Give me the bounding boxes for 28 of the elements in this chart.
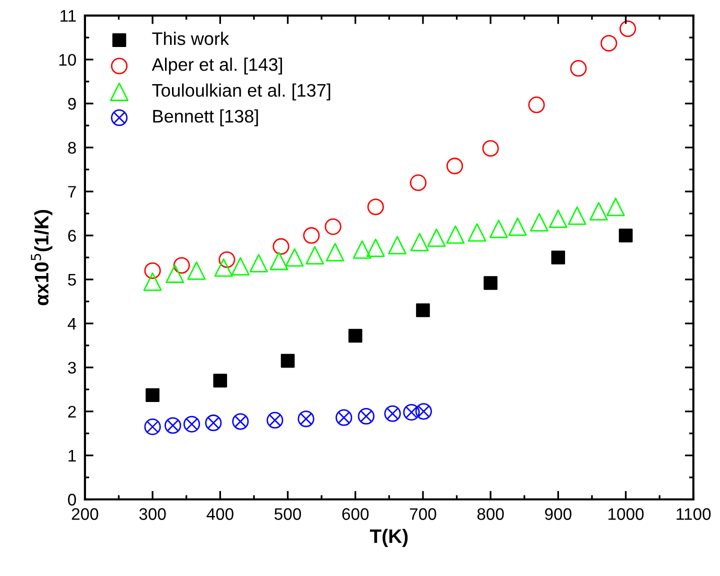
y-tick-label: 3 (68, 362, 76, 374)
x-tick-label: 800 (477, 508, 504, 520)
legend-label: Alper et al. [143] (152, 58, 282, 74)
x-tick-label: 700 (410, 508, 436, 520)
y-tick-label: 10 (59, 54, 76, 66)
x-tick-label: 400 (206, 508, 234, 520)
y-tick-label: 0 (68, 494, 76, 506)
y-tick-label: 9 (68, 98, 76, 110)
legend-label: Touloulkian et al. [137] (152, 84, 330, 100)
y-tick-label: 2 (68, 406, 76, 418)
x-tick-label: 300 (139, 508, 166, 520)
y-tick-label: 6 (68, 230, 76, 242)
y-tick-label: 5 (68, 274, 76, 286)
x-tick-label: 200 (72, 508, 98, 520)
x-axis-title: T(K) (370, 528, 408, 547)
y-tick-label: 11 (60, 10, 76, 22)
y-tick-label: 1 (68, 450, 76, 462)
x-tick-label: 900 (545, 508, 572, 520)
y-tick-label: 4 (68, 318, 76, 330)
x-tick-label: 500 (274, 508, 302, 520)
y-axis-title: αx10$^{5}$(1/K) (30, 210, 52, 306)
legend-label: This work (152, 32, 230, 46)
x-tick-label: 600 (342, 508, 369, 520)
x-tick-label: 1000 (608, 508, 644, 520)
y-tick-label: 7 (68, 186, 76, 198)
y-tick-label: 8 (68, 142, 76, 154)
x-tick-label: 1100 (676, 508, 711, 520)
legend-label: Bennett [138] (153, 109, 258, 126)
